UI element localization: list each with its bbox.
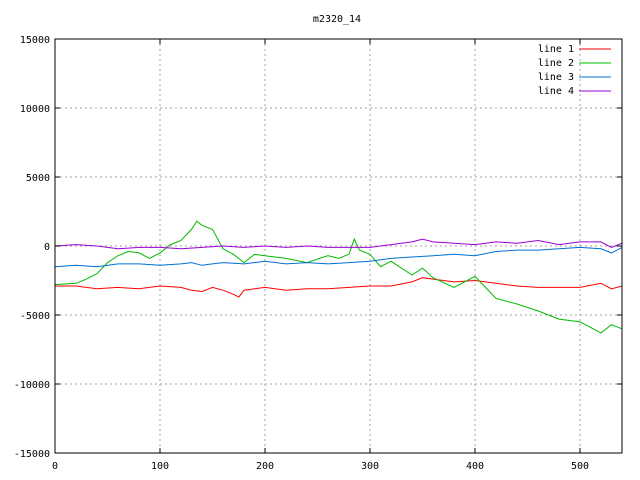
- series-line-3: [54, 246, 623, 268]
- x-tick-label: 300: [361, 461, 379, 472]
- x-tick-label: 500: [571, 461, 589, 472]
- legend-label-2: line 2: [538, 58, 574, 69]
- x-tick-label: 400: [466, 461, 484, 472]
- legend-label-1: line 1: [538, 44, 574, 55]
- grid: [55, 39, 622, 453]
- y-tick-label: 10000: [20, 104, 50, 115]
- y-tick-label: 0: [44, 242, 50, 253]
- y-tick-label: -5000: [20, 311, 50, 322]
- series-layer: [54, 220, 623, 334]
- y-tick-label: 15000: [20, 35, 50, 46]
- legend: line 1 line 2 line 3 line 4: [538, 44, 611, 97]
- y-tick-label: -15000: [14, 449, 50, 460]
- series-line-4: [54, 238, 623, 250]
- legend-label-4: line 4: [538, 86, 574, 97]
- x-tick-label: 0: [52, 461, 58, 472]
- y-tick-label: -10000: [14, 380, 50, 391]
- legend-label-3: line 3: [538, 72, 574, 83]
- axis-ticks: 0 100 200 300 400 500 -15000 -10000 -5000 0 5000 10…: [14, 35, 622, 472]
- series-line-1: [55, 277, 623, 298]
- x-tick-label: 200: [256, 461, 274, 472]
- series-line-2: [54, 220, 623, 334]
- chart-title: m2320_14: [313, 14, 361, 25]
- y-tick-label: 5000: [26, 173, 50, 184]
- x-tick-label: 100: [151, 461, 169, 472]
